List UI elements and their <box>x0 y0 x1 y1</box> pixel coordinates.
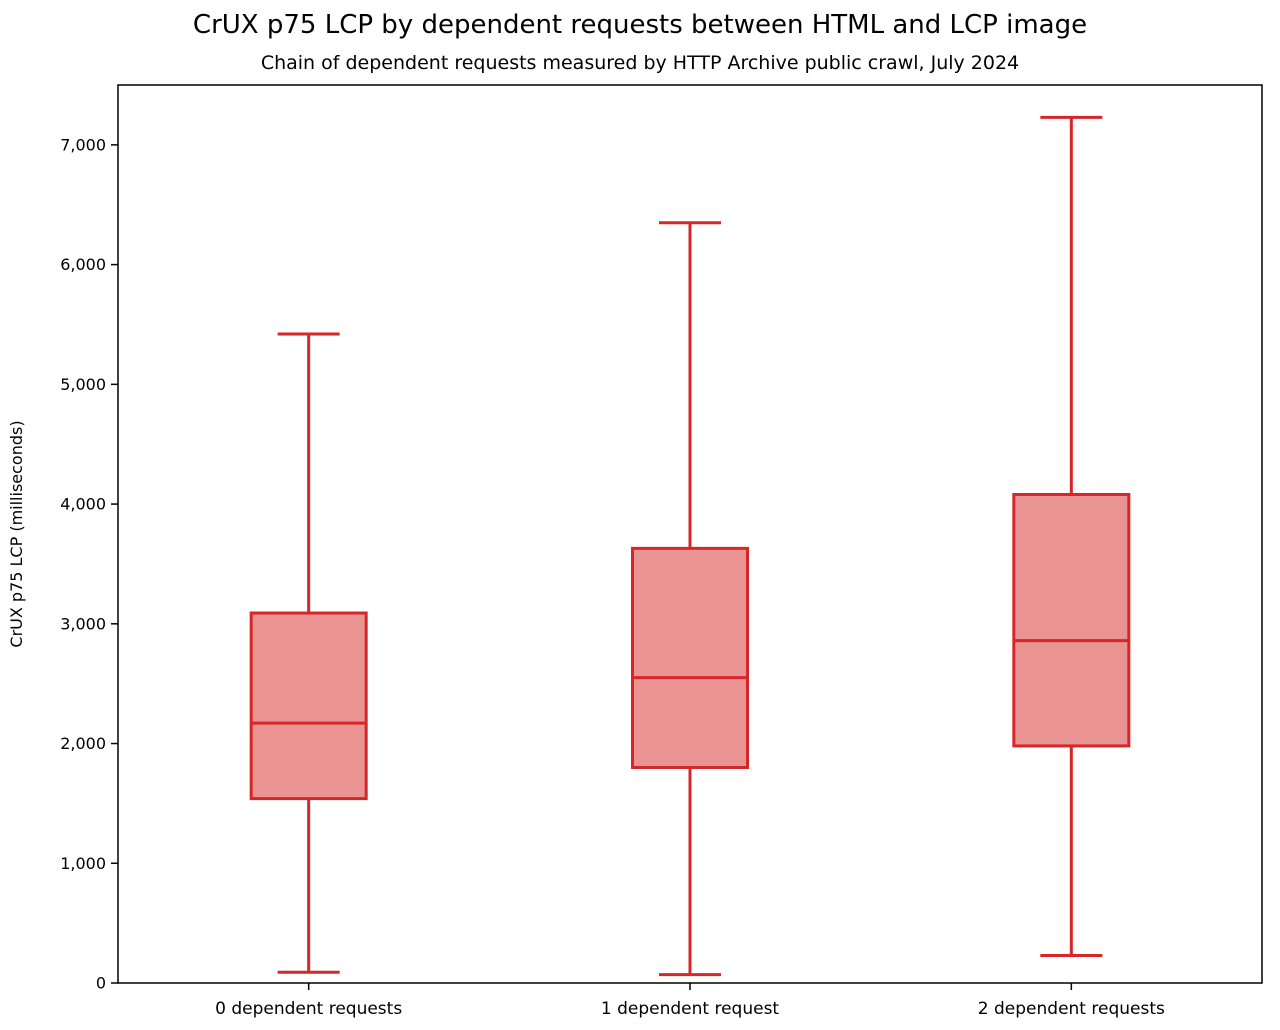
y-tick-label: 3,000 <box>60 614 106 633</box>
chart-title: CrUX p75 LCP by dependent requests betwe… <box>192 10 1088 40</box>
y-tick-label: 2,000 <box>60 734 106 753</box>
y-axis-label: CrUX p75 LCP (milliseconds) <box>7 420 26 647</box>
iqr-box <box>631 546 749 769</box>
chart-subtitle: Chain of dependent requests measured by … <box>260 52 1020 74</box>
x-tick-label: 1 dependent request <box>601 999 780 1019</box>
y-tick-label: 1,000 <box>60 854 106 873</box>
y-tick-label: 0 <box>96 974 106 993</box>
y-tick-label: 4,000 <box>60 495 106 514</box>
x-tick-label: 0 dependent requests <box>215 999 402 1019</box>
y-tick-label: 5,000 <box>60 375 106 394</box>
y-tick-label: 6,000 <box>60 255 106 274</box>
x-tick-label: 2 dependent requests <box>978 999 1165 1019</box>
iqr-box <box>249 611 368 801</box>
y-tick-label: 7,000 <box>60 135 106 154</box>
iqr-box <box>1012 492 1131 748</box>
